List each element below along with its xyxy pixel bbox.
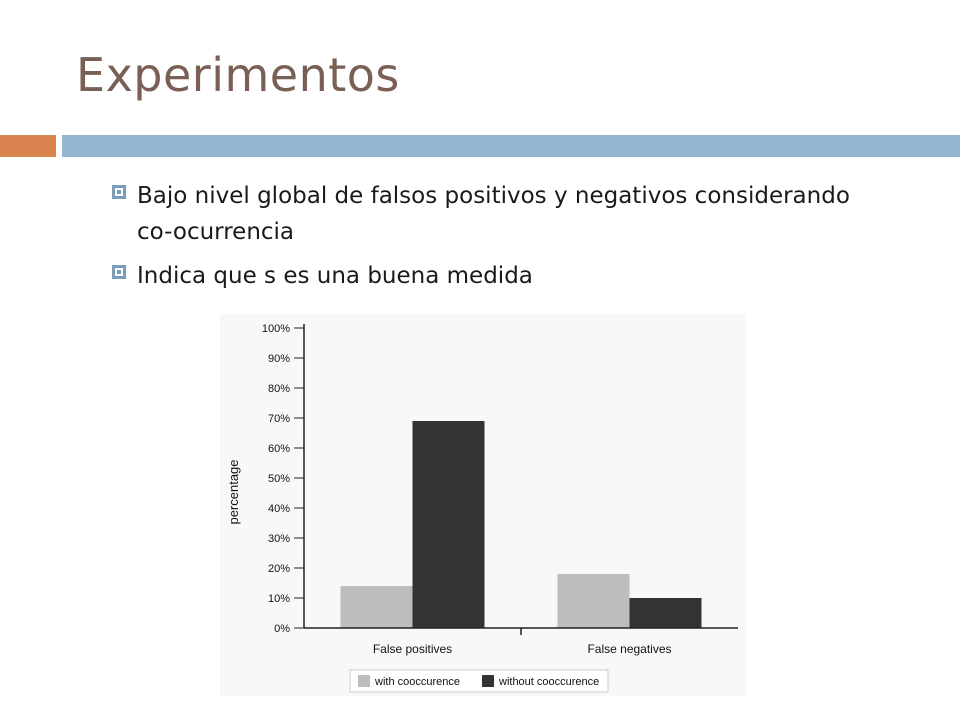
y-tick-label: 100% [262,323,290,335]
bar [340,586,413,628]
square-bullet-icon [112,185,126,199]
y-tick-label: 80% [268,383,290,395]
y-tick-label: 30% [268,533,290,545]
y-tick-label: 20% [268,563,290,575]
slide-title: Experimentos [76,48,400,102]
bar-chart: 0% 10% 20% 30% 40% 50% 60% 70% 80% 90% 100% False p… [226,323,738,693]
bullet-item: Indica que s es una buena medida [112,258,872,294]
y-tick-label: 0% [274,623,290,635]
bullet-text: Bajo nivel global de falsos positivos y … [137,183,850,245]
legend-box [349,669,609,693]
legend-swatch [358,675,370,687]
accent-bar-orange [0,135,56,157]
bar [557,574,630,628]
bullet-list: Bajo nivel global de falsos positivos y … [112,178,872,302]
accent-bar-blue [62,135,960,157]
y-tick-label: 60% [268,443,290,455]
y-tick-label: 40% [268,503,290,515]
legend-label: without cooccurence [498,676,599,688]
y-axis-label: percentage [226,459,241,524]
chart-container: 0% 10% 20% 30% 40% 50% 60% 70% 80% 90% 100% False p… [220,314,746,696]
x-tick-label: False positives [373,642,452,656]
chart-legend: with cooccurence without cooccurence [349,669,609,693]
x-tick-label: False negatives [587,642,671,656]
y-tick-label: 70% [268,413,290,425]
square-bullet-icon [112,265,126,279]
y-tick-label: 50% [268,473,290,485]
y-tick-label: 10% [268,593,290,605]
legend-label: with cooccurence [374,676,460,688]
bar [412,421,485,628]
legend-swatch [482,675,494,687]
bullet-item: Bajo nivel global de falsos positivos y … [112,178,872,250]
y-tick-label: 90% [268,353,290,365]
bullet-text: Indica que s es una buena medida [137,263,533,289]
bar [629,598,702,628]
